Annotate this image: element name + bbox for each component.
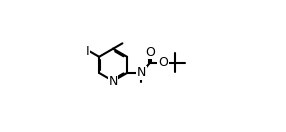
Text: O: O	[145, 46, 155, 59]
Text: N: N	[137, 66, 146, 79]
Text: I: I	[86, 45, 90, 58]
Text: N: N	[108, 74, 118, 88]
Text: O: O	[158, 56, 168, 69]
